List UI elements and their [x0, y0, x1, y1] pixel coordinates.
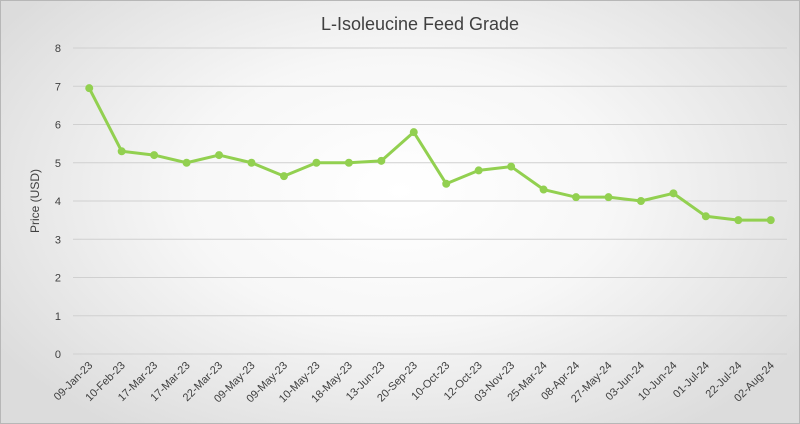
data-point[interactable] — [312, 158, 321, 167]
data-point[interactable] — [636, 197, 645, 205]
data-point[interactable] — [734, 216, 743, 225]
gridlines — [73, 47, 787, 355]
data-point[interactable] — [701, 212, 710, 221]
data-point[interactable] — [507, 162, 516, 171]
data-point[interactable] — [344, 158, 353, 167]
y-tick-label: 2 — [55, 273, 61, 285]
data-point[interactable] — [215, 151, 224, 160]
data-point[interactable] — [150, 151, 159, 160]
series-layer — [85, 84, 775, 225]
series-line — [87, 86, 773, 222]
data-point[interactable] — [604, 193, 613, 202]
y-tick-label: 1 — [55, 311, 61, 323]
data-point[interactable] — [766, 216, 775, 225]
data-point[interactable] — [572, 193, 581, 202]
data-point[interactable] — [85, 84, 94, 93]
y-axis-ticks: 0 1 2 3 4 5 6 7 8 — [55, 43, 61, 361]
data-point[interactable] — [409, 128, 418, 137]
y-tick-label: 6 — [55, 120, 61, 132]
data-point[interactable] — [117, 147, 126, 156]
chart-title: L-Isoleucine Feed Grade — [321, 14, 519, 34]
data-point[interactable] — [182, 158, 191, 167]
data-point[interactable] — [279, 172, 288, 181]
y-tick-label: 8 — [55, 43, 61, 55]
data-point[interactable] — [669, 189, 678, 198]
y-axis-label: Price (USD) — [28, 169, 42, 233]
y-tick-label: 0 — [55, 349, 61, 361]
data-point[interactable] — [539, 185, 548, 194]
data-point[interactable] — [377, 156, 386, 165]
y-tick-label: 3 — [55, 234, 61, 246]
data-point[interactable] — [247, 158, 256, 167]
y-tick-label: 7 — [55, 81, 61, 93]
data-point[interactable] — [474, 166, 483, 175]
data-point[interactable] — [442, 179, 451, 188]
y-tick-label: 4 — [55, 196, 61, 208]
y-tick-label: 5 — [55, 158, 61, 170]
x-axis-ticks: 09-Jan-2310-Feb-2317-Mar-2317-Mar-2322-M… — [52, 360, 777, 406]
